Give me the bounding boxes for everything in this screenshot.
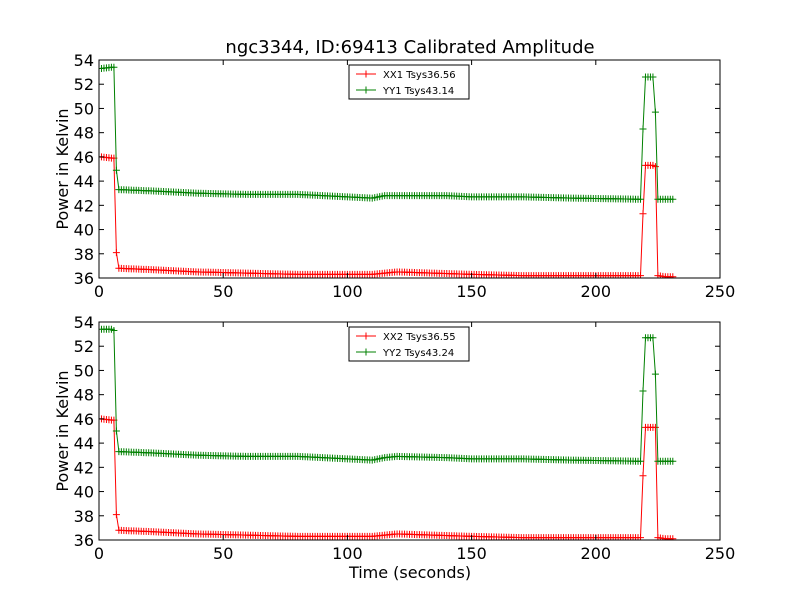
data-point-marker [639,125,647,133]
y-tick-label: 52 [74,337,94,356]
x-tick-label: 50 [213,544,233,563]
y-tick-label: 48 [74,386,94,405]
chart-title: ngc3344, ID:69413 Calibrated Amplitude [225,37,594,58]
series-line [101,156,673,278]
x-tick-label: 200 [581,282,612,301]
y-tick-label: 52 [74,75,94,94]
data-point-marker [110,326,118,334]
legend-label: YY1 Tsys43.14 [382,86,454,97]
y-tick-label: 40 [74,483,94,502]
legend-box [348,326,470,362]
data-point-marker [637,457,645,465]
legend-label: XX2 Tsys36.55 [383,332,456,343]
legend-marker [362,332,370,340]
data-point-marker [649,73,657,81]
y-tick-label: 50 [74,99,94,118]
data-point-marker [639,387,647,395]
data-point-marker [112,249,120,257]
x-tick-label: 150 [456,282,487,301]
x-tick-label: 100 [332,282,363,301]
data-point-marker [112,511,120,519]
legend-label: XX1 Tsys36.56 [383,70,456,81]
series-yy-line [99,325,677,465]
y-tick-label: 36 [74,531,94,550]
data-point-marker [112,427,120,435]
plot-frame [98,59,721,279]
x-tick-label: 250 [705,282,736,301]
data-point-marker [651,423,659,431]
bottom-chart-panel: 0 50 100 150 200 250 36 38 40 42 44 46 48 50 52 54 Power… [53,313,735,563]
y-tick-label: 44 [74,434,94,453]
data-point-marker [639,472,647,480]
y-tick-label: 42 [74,196,94,215]
y-tick-label: 48 [74,124,94,143]
x-tick-label: 100 [332,544,363,563]
legend-box [348,64,470,100]
y-axis-label: Power in Kelvin [53,370,72,491]
legend-marker [362,348,370,356]
legend: XX1 Tsys36.56 YY1 Tsys43.14 [348,64,470,100]
plot-frame [98,321,721,541]
series-xx-line [99,415,677,540]
y-tick-label: 54 [74,313,94,332]
y-tick-label: 36 [74,269,94,288]
y-tick-label: 46 [74,410,94,429]
data-point-marker [669,535,677,540]
data-point-marker [639,210,647,218]
top-chart-panel: 0 50 100 150 200 250 36 38 40 42 44 46 48 50 52 54 Power… [53,51,735,301]
x-tick-label: 0 [94,544,104,563]
x-tick-label: 200 [581,544,612,563]
y-tick-label: 44 [74,172,94,191]
series-xx-line [99,153,677,278]
x-tick-label: 50 [213,282,233,301]
y-tick-label: 50 [74,361,94,380]
data-point-marker [669,195,677,203]
y-tick-label: 38 [74,245,94,264]
data-point-marker [649,334,657,342]
legend: XX2 Tsys36.55 YY2 Tsys43.24 [348,326,470,362]
data-point-marker [669,457,677,465]
legend-marker [362,70,370,78]
x-tick-label: 0 [94,282,104,301]
data-point-marker [651,163,659,171]
legend-label: YY2 Tsys43.24 [382,348,454,359]
x-tick-label: 250 [705,544,736,563]
y-axis-label: Power in Kelvin [53,108,72,229]
y-tick-label: 42 [74,458,94,477]
data-point-marker [112,166,120,174]
series-yy-line [99,63,677,203]
series-line [101,418,673,540]
x-axis-label: Time (seconds) [348,563,471,582]
data-point-marker [651,370,659,378]
data-point-marker [669,273,677,278]
data-point-marker [651,108,659,116]
y-tick-label: 40 [74,221,94,240]
y-tick-label: 54 [74,51,94,70]
x-tick-label: 150 [456,544,487,563]
y-tick-label: 46 [74,148,94,167]
data-point-marker [110,63,118,71]
data-point-marker [637,195,645,203]
y-tick-label: 38 [74,507,94,526]
legend-marker [362,86,370,94]
